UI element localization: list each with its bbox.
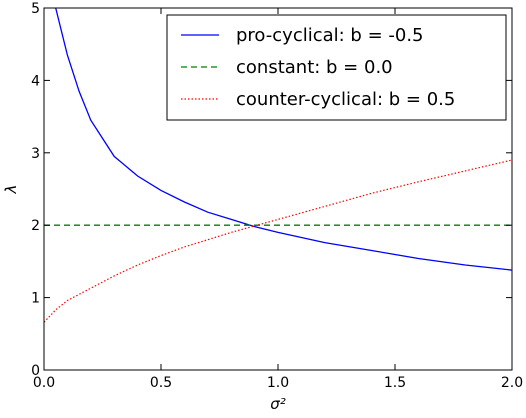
legend-label-0: pro-cyclical: b = -0.5 — [236, 25, 424, 46]
x-tick-label: 2.0 — [501, 375, 523, 391]
y-tick-label: 5 — [31, 1, 40, 17]
x-tick-label: 0.5 — [150, 375, 172, 391]
series-layer — [44, 8, 512, 323]
legend-box — [166, 14, 507, 121]
y-tick-label: 0 — [31, 363, 40, 379]
legend: pro-cyclical: b = -0.5 constant: b = 0.0 c… — [166, 14, 507, 121]
x-tick-label: 1.5 — [384, 375, 406, 391]
y-tick-label: 1 — [31, 291, 40, 307]
y-axis-label: λ — [2, 185, 20, 195]
legend-label-1: constant: b = 0.0 — [236, 57, 393, 78]
series-line-0 — [55, 8, 512, 271]
y-tick-label: 4 — [31, 73, 40, 89]
x-axis-label: σ² — [270, 395, 286, 413]
y-tick-label: 3 — [31, 146, 40, 162]
ticks-layer: 0.0 0.5 1.0 1.5 2.0 0 1 2 3 4 5 — [31, 1, 523, 391]
x-tick-label: 0.0 — [33, 375, 55, 391]
y-tick-label: 2 — [31, 218, 40, 234]
series-line-2 — [44, 159, 512, 323]
legend-label-2: counter-cyclical: b = 0.5 — [236, 89, 455, 110]
x-tick-label: 1.0 — [267, 375, 289, 391]
